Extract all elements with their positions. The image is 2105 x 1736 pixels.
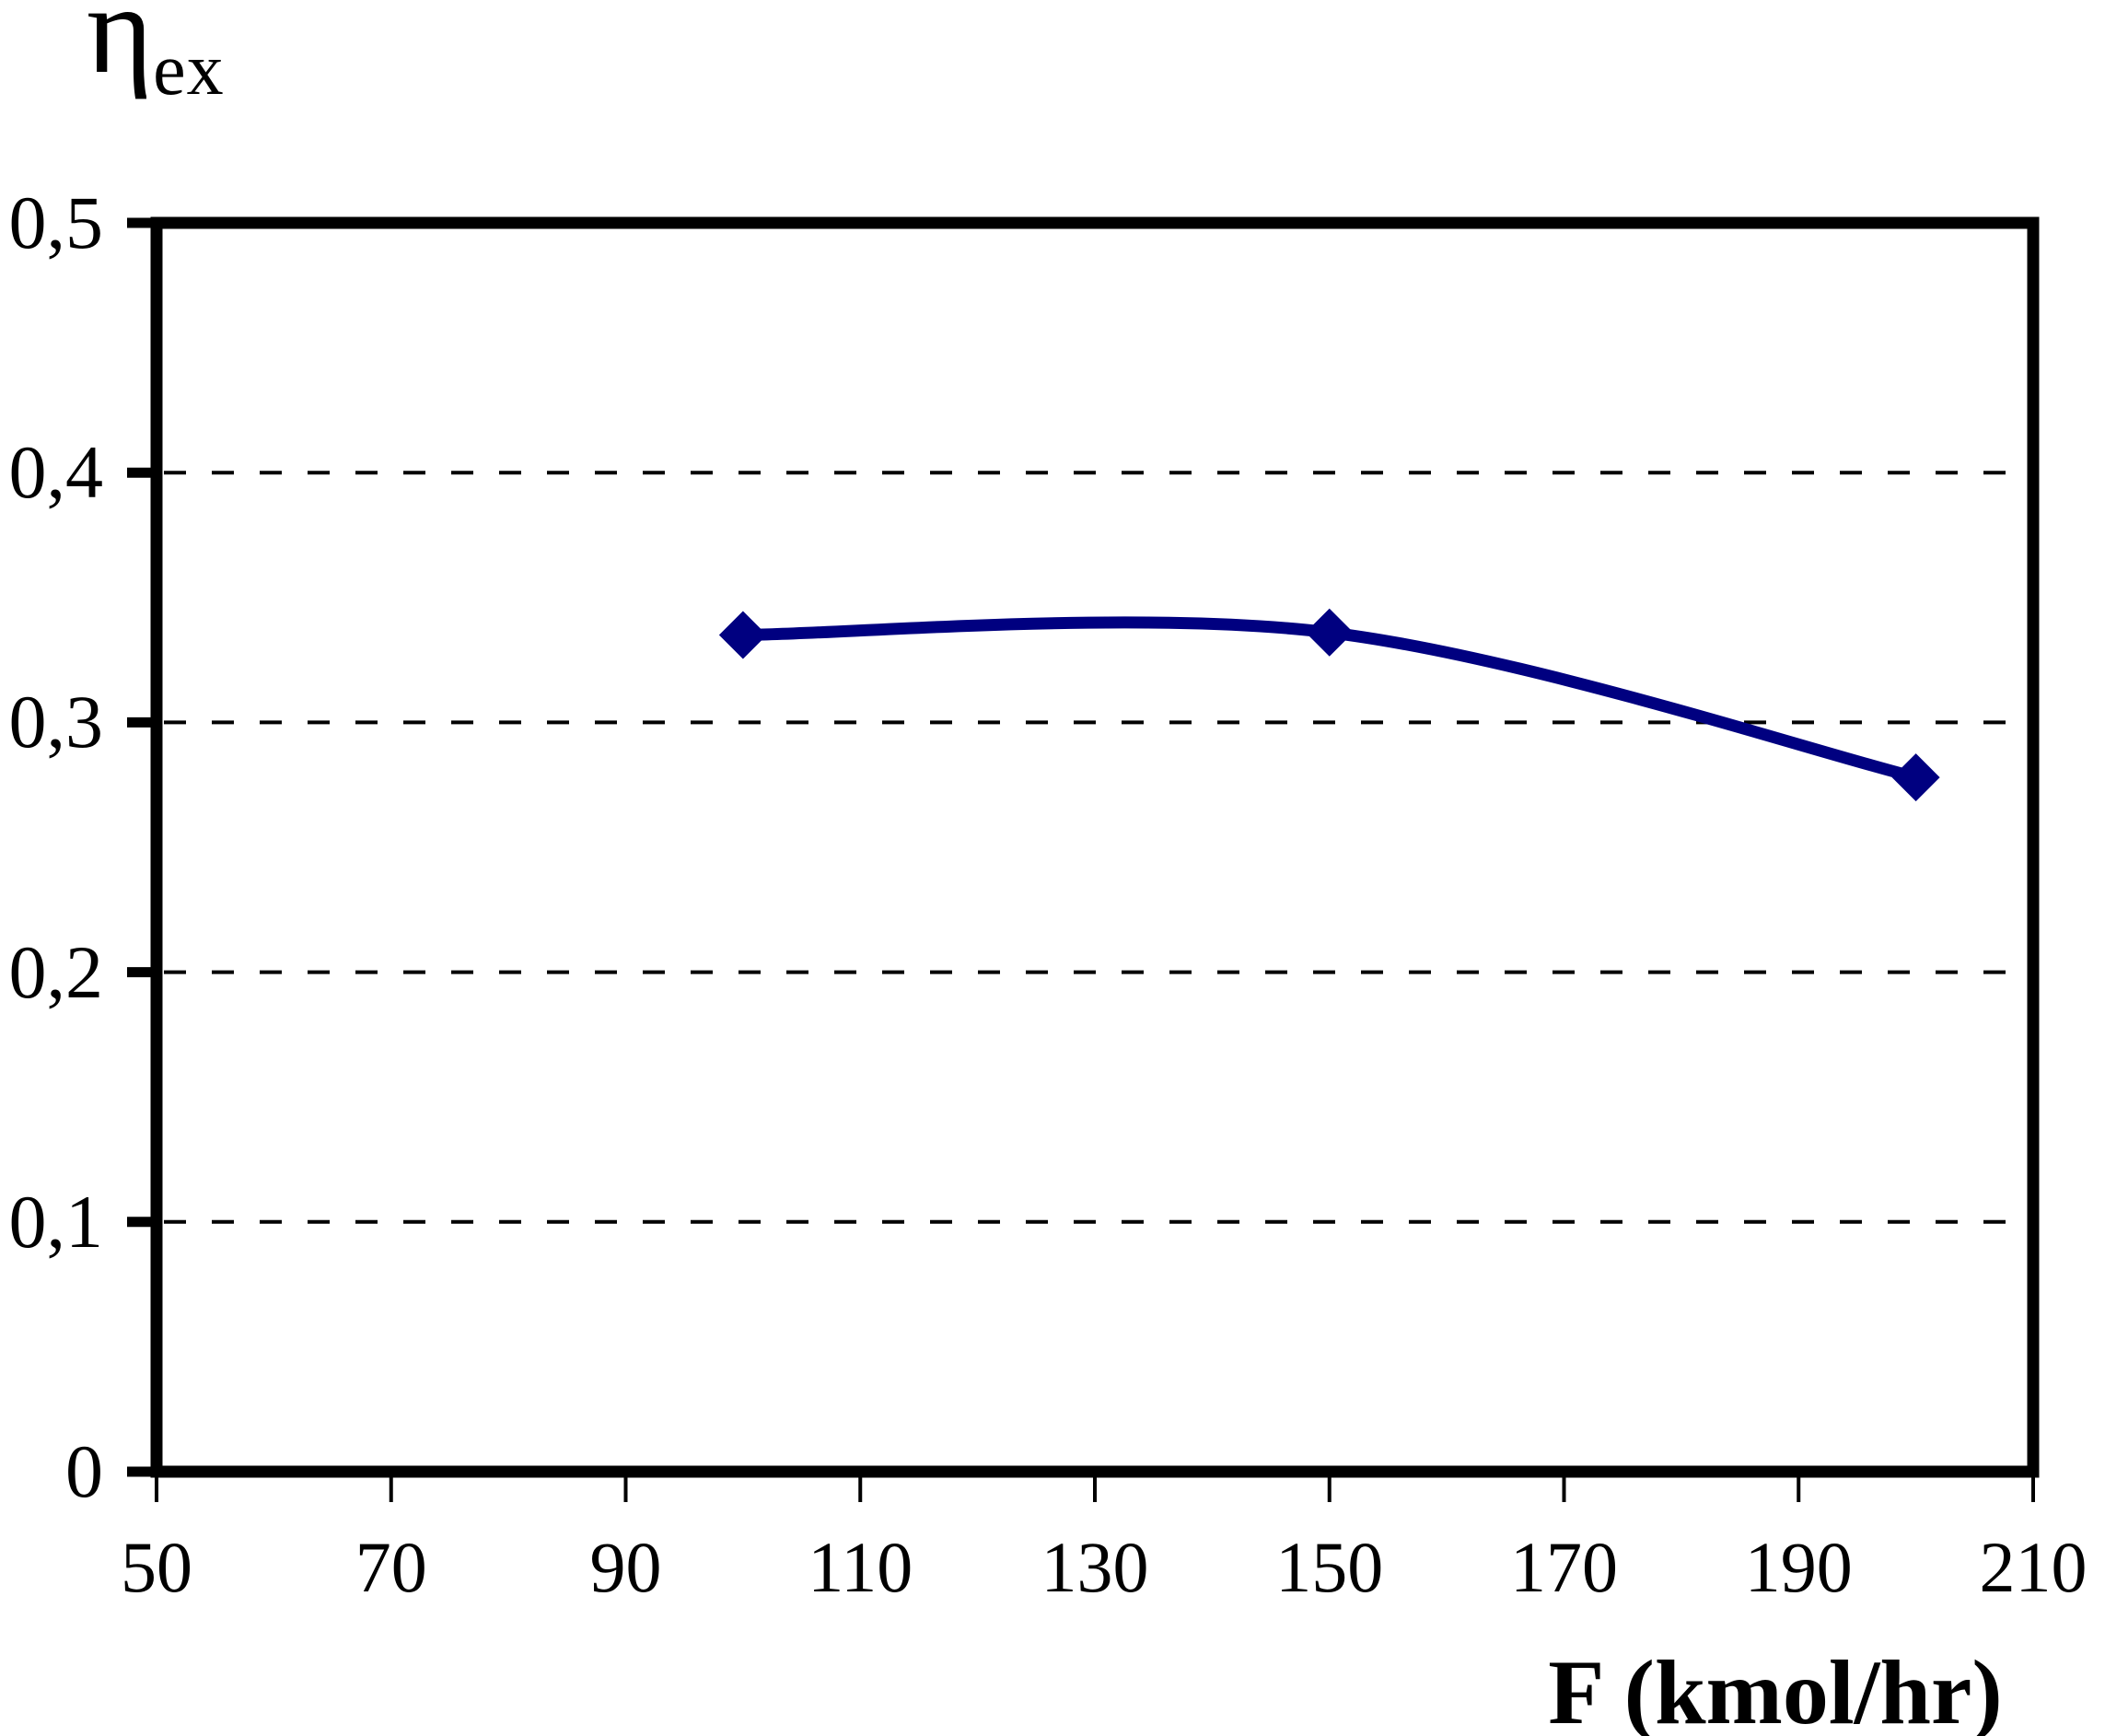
data-point-marker [1305,608,1354,657]
x-tick-label: 90 [589,1527,662,1607]
y-axis-title-subscript: ex [153,29,225,111]
y-axis-title-symbol: η [87,0,154,99]
y-tick-label: 0,1 [8,1179,104,1264]
data-point-marker [718,611,767,659]
x-tick-label: 190 [1744,1527,1853,1607]
y-tick-label: 0 [65,1429,103,1513]
y-tick-label: 0,2 [8,929,104,1014]
x-tick-label: 210 [1979,1527,2088,1607]
x-tick-label: 170 [1510,1527,1618,1607]
x-tick-label: 150 [1275,1527,1384,1607]
plot-border [150,216,2040,1478]
x-tick-label: 130 [1041,1527,1149,1607]
x-tick-label: 50 [121,1527,192,1607]
x-tick-label: 70 [355,1527,427,1607]
y-tick-label: 0,5 [8,181,104,264]
x-tick-label: 110 [808,1527,913,1607]
y-axis-title: ηex [87,0,225,107]
y-tick-label: 0,3 [8,680,104,764]
x-axis-title: F (kmol/hr) [1548,1641,2003,1736]
data-point-marker [1891,753,1940,802]
y-tick-label: 0,4 [8,430,104,515]
